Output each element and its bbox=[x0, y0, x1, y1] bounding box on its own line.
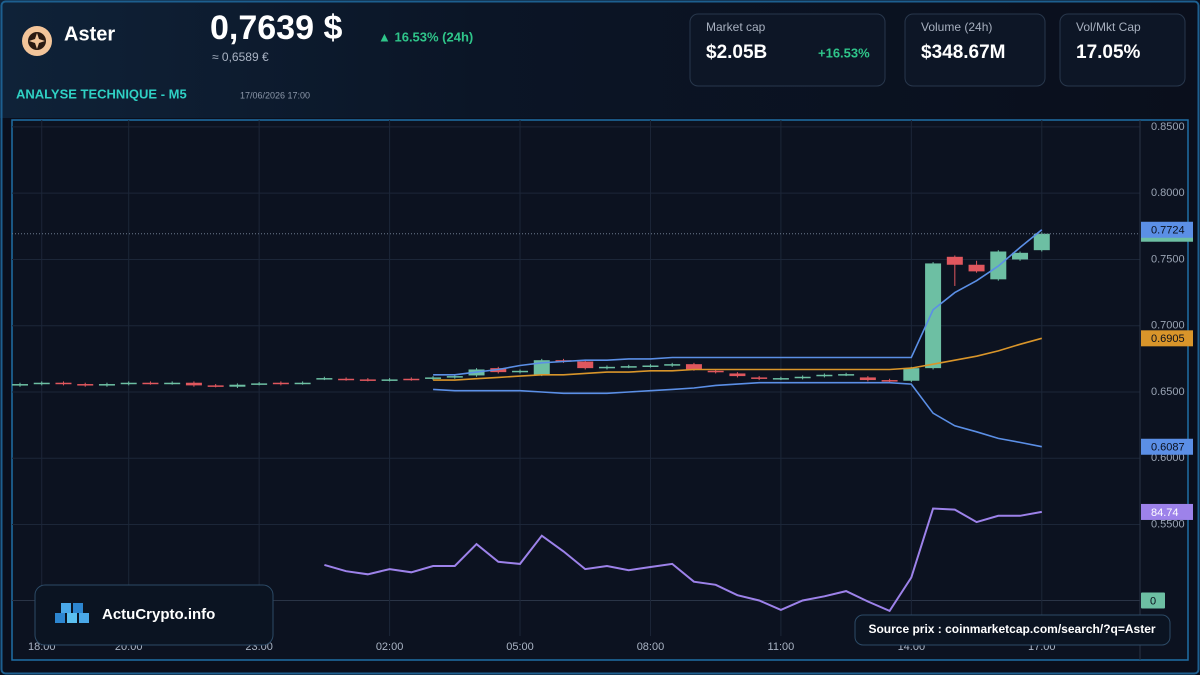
y-tick-label: 0.7500 bbox=[1151, 253, 1185, 265]
candle-body bbox=[642, 365, 659, 367]
candle-body bbox=[55, 382, 72, 385]
candle-body bbox=[881, 380, 898, 382]
y-tick-label: 0.8500 bbox=[1151, 121, 1185, 133]
stat-value: $2.05B bbox=[706, 42, 767, 63]
candle-body bbox=[446, 376, 463, 378]
candle-body bbox=[338, 378, 355, 381]
stat-label: Volume (24h) bbox=[921, 20, 992, 34]
candle-body bbox=[1012, 252, 1029, 260]
candle-body bbox=[707, 370, 724, 373]
price-change: ▲ 16.53% (24h) bbox=[378, 29, 473, 44]
subtitle: ANALYSE TECHNIQUE - M5 bbox=[16, 86, 187, 101]
price: 0,7639 $ bbox=[210, 9, 342, 47]
indicator-line bbox=[324, 507, 1042, 613]
stat-card bbox=[1059, 13, 1186, 87]
stat-label: Market cap bbox=[706, 20, 766, 34]
candle-body bbox=[207, 385, 224, 387]
candle-body bbox=[12, 384, 28, 386]
stat-card bbox=[689, 13, 886, 87]
last-value-label: 0.7724 bbox=[1151, 225, 1185, 237]
candle-body bbox=[185, 382, 202, 386]
x-tick-label: 11:00 bbox=[768, 641, 795, 653]
candle-body bbox=[946, 256, 963, 265]
candle-body bbox=[772, 378, 789, 380]
last-value-box bbox=[1141, 221, 1193, 238]
price-eur: ≈ 0,6589 € bbox=[212, 50, 269, 64]
candle-body bbox=[403, 378, 420, 381]
brand-name: ActuCrypto.info bbox=[102, 606, 215, 623]
candle-body bbox=[316, 378, 333, 380]
x-tick-label: 08:00 bbox=[637, 641, 665, 653]
candle-body bbox=[98, 384, 115, 386]
candle-body bbox=[968, 264, 985, 272]
last-value-box bbox=[1141, 503, 1193, 520]
candle-body bbox=[925, 263, 942, 369]
candle-body bbox=[294, 382, 311, 385]
y2-tick-box bbox=[1141, 592, 1165, 609]
candle-body bbox=[251, 383, 268, 385]
candle-body bbox=[729, 373, 746, 377]
candle-body bbox=[816, 374, 833, 377]
y-tick-label: 0.5500 bbox=[1151, 518, 1185, 530]
candle-body bbox=[1033, 233, 1050, 251]
y-tick-label: 0.7000 bbox=[1151, 320, 1185, 332]
candle-body bbox=[229, 384, 246, 387]
indicator-line bbox=[433, 229, 1043, 376]
brand-box bbox=[34, 584, 274, 646]
stat-change: +16.53% bbox=[818, 45, 870, 60]
candle-body bbox=[685, 364, 702, 370]
stat-card bbox=[904, 13, 1046, 87]
last-value-box bbox=[1141, 330, 1193, 347]
last-value-label: 84.74 bbox=[1151, 507, 1179, 519]
candle-body bbox=[425, 377, 442, 379]
candle-body bbox=[33, 382, 50, 385]
candle-body bbox=[620, 366, 637, 368]
source-box bbox=[854, 614, 1171, 646]
stat-value: 17.05% bbox=[1076, 42, 1141, 63]
candle-body bbox=[272, 382, 289, 385]
coin-logo-star bbox=[29, 33, 45, 49]
indicator-line bbox=[433, 337, 1043, 381]
brand-logo bbox=[55, 603, 89, 623]
candle-body bbox=[359, 379, 376, 381]
y-tick-label: 0.8000 bbox=[1151, 187, 1185, 199]
candle-body bbox=[794, 376, 811, 379]
x-tick-label: 02:00 bbox=[376, 641, 404, 653]
candle-body bbox=[164, 382, 181, 385]
candle-body bbox=[120, 382, 137, 385]
candle-body bbox=[859, 377, 876, 381]
last-value-label: 0.6087 bbox=[1151, 442, 1185, 454]
coin-name: Aster bbox=[64, 23, 115, 45]
source: Source prix : coinmarketcap.com/search/?… bbox=[868, 622, 1155, 636]
candle-body bbox=[751, 377, 768, 379]
candle-body bbox=[142, 382, 159, 385]
y-tick-label: 0.6000 bbox=[1151, 452, 1185, 464]
date: 17/06/2026 17:00 bbox=[240, 90, 310, 100]
last-value-label: 0.6905 bbox=[1151, 333, 1185, 345]
candle-body bbox=[577, 361, 594, 369]
candle-body bbox=[838, 374, 855, 376]
candle-body bbox=[598, 366, 615, 369]
stat-value: $348.67M bbox=[921, 42, 1006, 63]
chart-panel bbox=[11, 119, 1189, 661]
candle-body bbox=[77, 384, 94, 386]
candle-body bbox=[903, 368, 920, 381]
stat-label: Vol/Mkt Cap bbox=[1076, 20, 1141, 34]
x-tick-label: 05:00 bbox=[506, 641, 534, 653]
candle-body bbox=[381, 379, 398, 381]
last-value-box bbox=[1141, 438, 1193, 455]
indicator-line bbox=[433, 381, 1042, 448]
y-tick-label: 0.6500 bbox=[1151, 386, 1185, 398]
y2-tick-label: 0 bbox=[1150, 595, 1156, 607]
candle-body bbox=[512, 370, 529, 373]
candle-body bbox=[664, 364, 681, 366]
